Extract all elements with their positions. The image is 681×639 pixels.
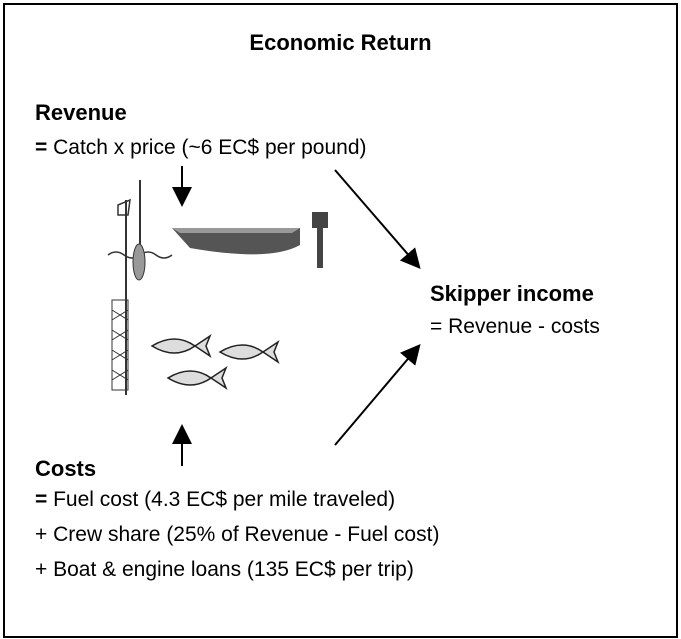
skipper-heading: Skipper income — [430, 281, 594, 307]
operator: = — [430, 315, 442, 338]
operator: + — [35, 523, 47, 546]
revenue-line: = Catch x price (~6 EC$ per pound) — [35, 136, 367, 160]
formula: Catch x price (~6 EC$ per pound) — [53, 136, 366, 159]
operator: = — [35, 136, 47, 159]
operator: + — [35, 558, 47, 581]
fishing-pole — [108, 180, 172, 395]
revenue-heading: Revenue — [35, 100, 127, 126]
costs-heading: Costs — [35, 456, 96, 482]
title: Economic Return — [0, 30, 681, 56]
formula: Revenue - costs — [448, 315, 600, 338]
fish — [152, 336, 278, 388]
costs-line: + Crew share (25% of Revenue - Fuel cost… — [35, 523, 439, 547]
arrow — [335, 170, 418, 266]
formula: Fuel cost (4.3 EC$ per mile traveled) — [53, 488, 395, 511]
arrow — [335, 347, 418, 445]
page: Economic Return Revenue = Catch x price … — [0, 0, 681, 639]
operator: = — [35, 488, 47, 511]
formula: Boat & engine loans (135 EC$ per trip) — [53, 558, 414, 581]
skipper-line: = Revenue - costs — [430, 315, 600, 339]
costs-line: = Fuel cost (4.3 EC$ per mile traveled) — [35, 488, 395, 512]
boat — [172, 212, 328, 268]
costs-line: + Boat & engine loans (135 EC$ per trip) — [35, 558, 414, 582]
formula: Crew share (25% of Revenue - Fuel cost) — [53, 523, 439, 546]
